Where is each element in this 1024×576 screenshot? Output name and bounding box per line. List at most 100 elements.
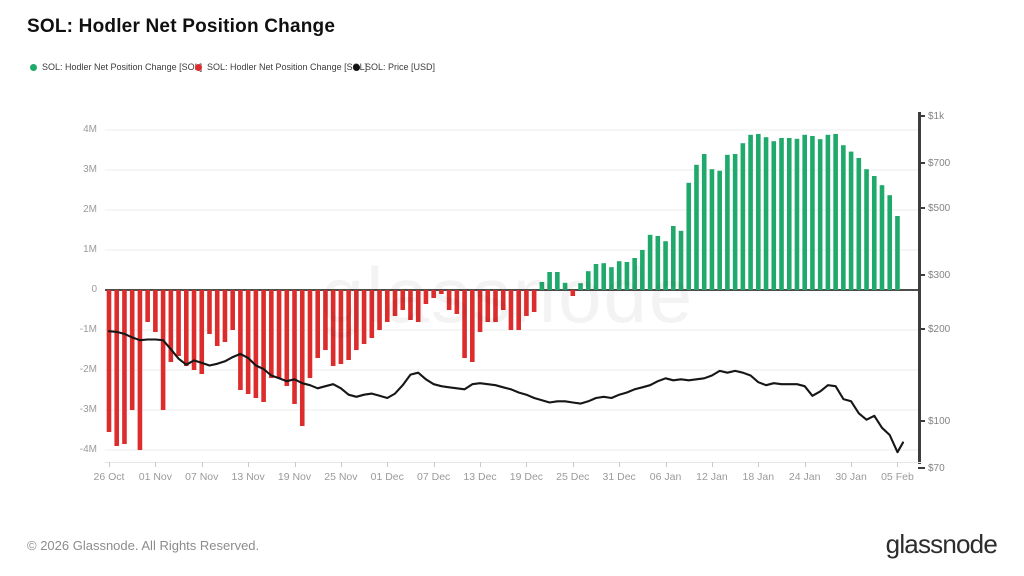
left-axis-tick-label: 4M — [83, 124, 97, 135]
right-axis-tick-label: $700 — [928, 158, 951, 170]
net-position-bar — [609, 267, 614, 290]
legend-dot-green-icon — [30, 63, 37, 71]
net-position-bar — [323, 290, 328, 350]
right-axis-tick-label: $100 — [928, 416, 951, 427]
x-axis-tick-label: 13 Dec — [463, 471, 497, 483]
x-axis-tick — [433, 462, 435, 467]
net-position-bar — [578, 283, 583, 290]
net-position-bar — [895, 216, 900, 290]
x-axis-tick-label: 07 Dec — [417, 471, 451, 483]
net-position-bar — [817, 139, 823, 290]
net-position-bar — [400, 290, 406, 310]
net-position-bar — [632, 258, 637, 290]
net-position-bar — [129, 290, 135, 410]
left-axis-tick-label: -4M — [79, 444, 97, 455]
net-position-bar — [871, 176, 877, 290]
x-axis-tick-label: 07 Nov — [185, 471, 219, 483]
net-position-bar — [415, 290, 421, 322]
left-axis-tick-label: -1M — [79, 324, 97, 335]
net-position-bar — [269, 290, 274, 378]
net-position-bar — [114, 290, 120, 446]
net-position-bar — [214, 290, 220, 346]
net-position-bar — [485, 290, 491, 322]
net-position-bar — [261, 290, 266, 402]
left-axis-tick-label: 1M — [83, 244, 97, 255]
net-position-bar — [794, 138, 800, 290]
legend-dot-red-icon — [195, 63, 202, 71]
x-axis-tick — [201, 462, 203, 467]
left-axis-tick-label: -2M — [79, 364, 97, 375]
net-position-bar — [477, 290, 483, 332]
x-axis-tick — [526, 462, 528, 467]
net-position-bar — [369, 290, 375, 338]
x-axis-tick — [619, 462, 621, 467]
legend-label: SOL: Hodler Net Position Change [SOL] — [42, 62, 203, 72]
net-position-bar — [392, 290, 398, 316]
x-axis-tick-label: 24 Jan — [788, 471, 821, 483]
right-axis-tick — [918, 467, 925, 470]
page-title: SOL: Hodler Net Position Change — [27, 16, 336, 37]
right-axis-tick — [918, 115, 925, 117]
net-position-bar — [199, 290, 205, 374]
right-axis-line — [918, 112, 921, 464]
net-position-bar — [786, 138, 792, 290]
net-position-bar — [709, 169, 715, 290]
net-position-bar — [462, 290, 467, 358]
net-position-bar — [833, 134, 838, 290]
net-position-bar — [585, 271, 591, 290]
chart-plot-area[interactable] — [105, 113, 920, 465]
net-position-bar — [717, 170, 722, 290]
net-position-bar — [593, 264, 599, 290]
legend-dot-black-icon — [353, 63, 360, 71]
net-position-bar — [346, 290, 351, 360]
glassnode-logo: glassnode — [885, 529, 998, 559]
net-position-bar — [570, 290, 576, 296]
legend-item-negative[interactable]: SOL: Hodler Net Position Change [SOL] — [195, 62, 367, 72]
net-position-bar — [740, 143, 746, 290]
right-axis-tick-label: $70 — [928, 463, 945, 475]
net-position-bar — [222, 290, 228, 342]
chart-canvas — [105, 129, 920, 454]
x-axis-tick — [294, 462, 296, 467]
net-position-bar — [315, 290, 321, 358]
x-axis-tick-label: 19 Dec — [509, 471, 544, 483]
right-axis-tick-label: $1k — [928, 111, 945, 122]
net-position-bar — [748, 134, 753, 290]
net-position-bar — [137, 290, 143, 450]
net-position-bar — [439, 290, 444, 294]
left-axis-tick-label: -3M — [79, 404, 97, 415]
net-position-bar — [825, 134, 831, 290]
left-axis-tick-label: 3M — [83, 164, 97, 175]
net-position-bar — [354, 290, 359, 350]
net-position-bar — [864, 169, 869, 290]
net-position-bar — [655, 236, 661, 290]
net-position-bar — [292, 290, 297, 404]
net-position-bar — [802, 134, 807, 290]
net-position-bar — [122, 290, 127, 444]
copyright-text: © 2026 Glassnode. All Rights Reserved. — [27, 538, 260, 553]
x-axis-tick-label: 06 Jan — [649, 471, 682, 483]
right-axis-tick-label: $300 — [928, 270, 951, 282]
net-position-bar — [230, 290, 235, 330]
right-axis-tick — [918, 420, 925, 422]
x-axis-tick — [851, 462, 853, 467]
net-position-bar — [725, 154, 730, 290]
net-position-bar — [848, 151, 854, 290]
net-position-bar — [524, 290, 529, 316]
legend-label: SOL: Hodler Net Position Change [SOL] — [207, 62, 368, 72]
net-position-bar — [493, 290, 498, 322]
left-axis-tick-label: 2M — [83, 204, 97, 215]
right-axis-tick — [918, 274, 925, 277]
x-axis-tick — [155, 462, 157, 467]
x-axis-tick — [897, 462, 899, 467]
x-axis-tick — [804, 462, 806, 467]
net-position-bar — [330, 290, 336, 366]
net-position-bar — [670, 226, 676, 290]
net-position-bar — [841, 145, 846, 290]
legend-item-positive[interactable]: SOL: Hodler Net Position Change [SOL] — [30, 62, 202, 72]
x-axis-tick-label: 19 Nov — [277, 471, 312, 483]
net-position-bar — [562, 282, 568, 290]
net-position-bar — [686, 182, 692, 290]
legend-item-price[interactable]: SOL: Price [USD] — [353, 62, 435, 72]
